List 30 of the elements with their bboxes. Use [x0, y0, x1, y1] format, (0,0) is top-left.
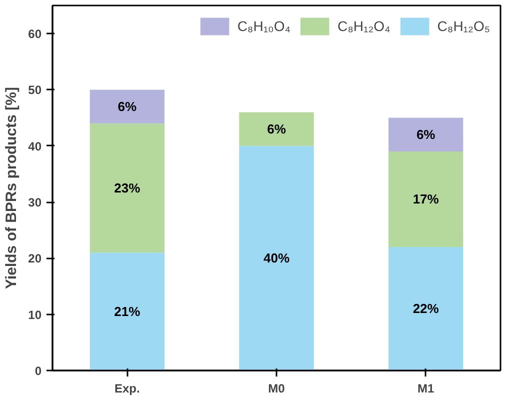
y-tick-label: 0 — [34, 364, 42, 378]
bar — [90, 123, 164, 253]
bar — [239, 112, 314, 146]
legend-label: C₈H₁₂O₄ — [337, 18, 390, 34]
data-label: 22% — [412, 301, 440, 316]
legend-label: C₈H₁₀O₄ — [237, 18, 290, 34]
x-tick-label: Exp. — [114, 382, 140, 396]
bar — [388, 246, 464, 370]
data-label: 6% — [118, 99, 137, 114]
y-tick-label: 10 — [28, 308, 42, 322]
bar — [90, 252, 164, 370]
legend-label: C₈H₁₂O₅ — [437, 18, 490, 34]
bar — [90, 90, 164, 124]
data-label: 6% — [416, 127, 436, 142]
y-tick-label: 30 — [28, 196, 42, 210]
data-label: 17% — [412, 192, 440, 207]
x-tick-label: M0 — [268, 382, 286, 396]
bar — [239, 146, 314, 370]
data-label: 6% — [267, 122, 286, 137]
bar — [388, 152, 464, 247]
x-tick-label: M1 — [418, 382, 434, 396]
y-tick-label: 60 — [28, 27, 42, 42]
y-tick-label: 50 — [28, 83, 42, 98]
data-label: 21% — [114, 304, 141, 320]
y-tick-label: 40 — [28, 139, 42, 154]
data-label: 40% — [263, 250, 290, 266]
y-axis-title: Yields of BPRs products [%] — [3, 87, 20, 289]
y-tick-label: 20 — [28, 252, 42, 266]
bar — [388, 118, 464, 152]
data-label: 23% — [114, 180, 141, 196]
